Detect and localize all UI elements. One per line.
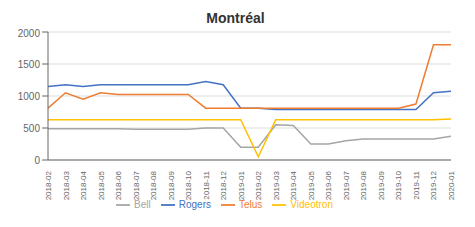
svg-text:2018-09: 2018-09 [167,170,176,200]
svg-text:2020-01: 2020-01 [447,170,456,200]
svg-text:2018-04: 2018-04 [79,170,88,200]
svg-text:2018-08: 2018-08 [149,170,158,200]
svg-text:2019-10: 2019-10 [394,170,403,200]
html-text:Telus: Telus [239,198,263,210]
svg-text:2018-12: 2018-12 [219,170,228,200]
svg-text:0: 0 [34,155,40,166]
html-text:Montréal: Montréal [206,10,265,26]
svg-text:2019-05: 2019-05 [307,170,316,200]
svg-text:2018-07: 2018-07 [132,170,141,200]
svg-text:1500: 1500 [18,59,41,70]
svg-text:2019-12: 2019-12 [429,170,438,200]
svg-text:1000: 1000 [18,91,41,102]
svg-text:2019-04: 2019-04 [289,170,298,200]
svg-text:2019-08: 2019-08 [359,170,368,200]
svg-text:2018-06: 2018-06 [114,170,123,200]
svg-text:2019-07: 2019-07 [342,170,351,200]
svg-text:2019-03: 2019-03 [272,170,281,200]
html-text:Videotron: Videotron [290,198,333,210]
svg-text:2019-09: 2019-09 [377,170,386,200]
svg-text:500: 500 [23,123,40,134]
svg-text:2018-11: 2018-11 [202,170,211,199]
svg-text:2018-03: 2018-03 [62,170,71,200]
svg-text:2018-10: 2018-10 [184,170,193,200]
svg-text:2019-02: 2019-02 [254,170,263,200]
svg-text:2019-01: 2019-01 [237,170,246,200]
svg-text:2018-05: 2018-05 [97,170,106,200]
svg-text:2019-06: 2019-06 [324,170,333,200]
svg-text:2019-11: 2019-11 [412,170,421,199]
svg-text:2000: 2000 [18,28,41,39]
svg-text:2018-02: 2018-02 [44,170,53,200]
html-text:Bell: Bell [134,198,151,210]
html-text:Rogers: Rogers [178,198,211,210]
